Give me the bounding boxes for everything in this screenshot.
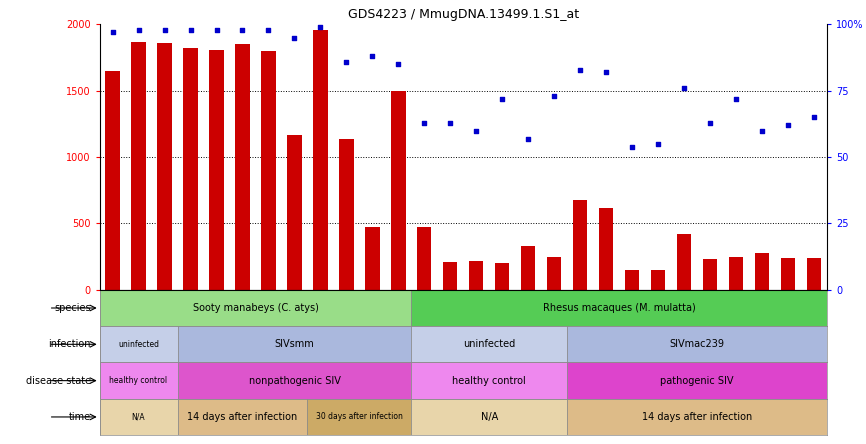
Text: SIVmac239: SIVmac239 [669,339,725,349]
Bar [411,399,567,435]
Bar [158,43,171,290]
Bar [178,326,411,362]
Bar [567,362,827,399]
Point [625,143,639,150]
Point [573,66,587,73]
Point [210,26,223,33]
Bar [100,290,411,326]
Text: species: species [55,303,91,313]
Bar [625,270,639,290]
Point [236,26,249,33]
Point [599,69,613,76]
Text: Rhesus macaques (M. mulatta): Rhesus macaques (M. mulatta) [543,303,695,313]
Point [417,119,431,126]
Point [469,127,483,134]
Point [339,58,353,65]
Bar [391,91,405,290]
Point [781,122,795,129]
Bar [236,44,249,290]
Bar [184,48,197,290]
Point [158,26,171,33]
Text: pathogenic SIV: pathogenic SIV [661,376,734,386]
Text: N/A: N/A [481,412,498,422]
Bar [262,51,275,290]
Bar [178,399,307,435]
Text: infection: infection [48,339,91,349]
Bar [307,399,411,435]
Bar [411,326,567,362]
Text: 14 days after infection: 14 days after infection [187,412,298,422]
Bar [365,227,379,290]
Text: healthy control: healthy control [452,376,527,386]
Bar [469,261,483,290]
Point [651,140,665,147]
Text: N/A: N/A [132,412,145,421]
Point [132,26,145,33]
Bar [106,71,120,290]
Bar [313,30,327,290]
Text: uninfected: uninfected [463,339,515,349]
Point [288,34,301,41]
Bar [729,257,743,290]
Bar [547,257,561,290]
Text: GDS4223 / MmugDNA.13499.1.S1_at: GDS4223 / MmugDNA.13499.1.S1_at [348,8,578,21]
Point [106,29,120,36]
Point [729,95,743,102]
Bar [495,263,509,290]
Point [365,53,379,60]
Point [184,26,197,33]
Point [443,119,457,126]
Text: SIVsmm: SIVsmm [275,339,314,349]
Bar [288,135,301,290]
Bar [100,399,178,435]
Bar [651,270,665,290]
Bar [132,42,145,290]
Bar [443,262,457,290]
Point [547,92,561,99]
Point [755,127,769,134]
Bar [567,326,827,362]
Bar [210,50,223,290]
Text: 30 days after infection: 30 days after infection [316,412,403,421]
Text: time: time [68,412,91,422]
Bar [781,258,795,290]
Bar [411,362,567,399]
Point [677,84,691,91]
Bar [807,258,821,290]
Bar [339,139,353,290]
Text: Sooty manabeys (C. atys): Sooty manabeys (C. atys) [192,303,319,313]
Text: uninfected: uninfected [118,340,159,349]
Text: nonpathogenic SIV: nonpathogenic SIV [249,376,340,386]
Bar [100,362,178,399]
Bar [100,326,178,362]
Point [391,61,405,68]
Bar [677,234,691,290]
Bar [573,200,587,290]
Point [521,135,535,142]
Bar [703,259,717,290]
Bar [567,399,827,435]
Bar [411,290,827,326]
Bar [178,362,411,399]
Bar [599,207,613,290]
Bar [521,246,535,290]
Point [262,26,275,33]
Point [313,24,327,31]
Bar [417,227,431,290]
Point [703,119,717,126]
Text: 14 days after infection: 14 days after infection [642,412,753,422]
Text: healthy control: healthy control [109,376,168,385]
Point [495,95,509,102]
Point [807,114,821,121]
Text: disease state: disease state [26,376,91,386]
Bar [755,253,769,290]
